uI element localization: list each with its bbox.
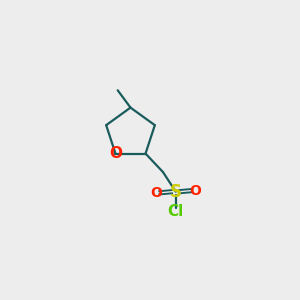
Text: O: O xyxy=(190,184,202,197)
Text: S: S xyxy=(170,183,182,201)
Text: O: O xyxy=(109,146,122,161)
Text: Cl: Cl xyxy=(168,204,184,219)
Text: O: O xyxy=(150,186,162,200)
